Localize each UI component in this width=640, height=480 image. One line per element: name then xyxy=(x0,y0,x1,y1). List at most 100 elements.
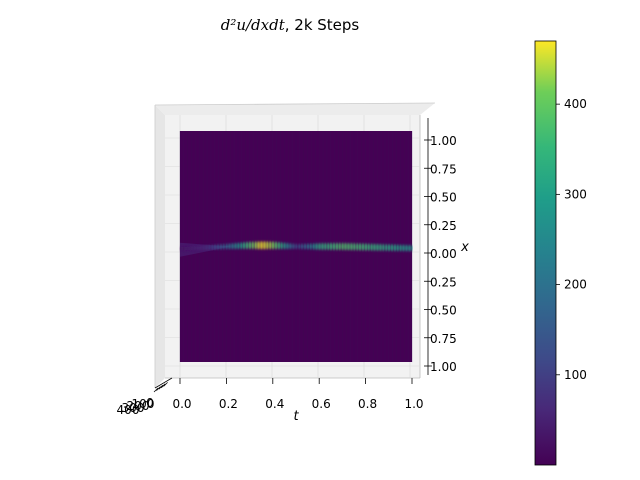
x-tick-label: 0.75 xyxy=(430,332,457,346)
x-axis: 1.00 0.75 0.50 0.25 0.00 0.25 0.50 0.75 1.00 xyxy=(424,118,457,375)
x-tick-label: 0.50 xyxy=(430,191,457,205)
ridge-segment xyxy=(380,244,384,251)
ridge-segment xyxy=(226,244,230,249)
ridge-segment xyxy=(342,243,346,250)
ridge-segment xyxy=(409,245,413,251)
ridge-segment xyxy=(336,243,341,250)
ridge-segment xyxy=(211,245,216,250)
z-tick xyxy=(153,387,159,393)
ridge-segment xyxy=(301,244,306,249)
colorbar-tick-label: 100 xyxy=(564,368,587,382)
ridge-segment xyxy=(325,243,329,250)
ridge-segment xyxy=(377,244,381,251)
ridge-segment xyxy=(275,242,280,249)
ridge-segment xyxy=(240,242,245,249)
colorbar: 100 200 300 400 xyxy=(534,40,587,466)
colorbar-tick-label: 200 xyxy=(564,278,587,292)
z-tick-label: 100 xyxy=(132,397,155,411)
x-tick-label: 0.50 xyxy=(430,304,457,318)
t-tick-label: 0.8 xyxy=(358,397,377,411)
ridge-segment xyxy=(264,241,268,249)
ridge-segment xyxy=(348,243,352,250)
ridge-segment xyxy=(316,243,320,250)
ridge-segment xyxy=(307,244,312,249)
ridge-segment xyxy=(220,244,225,249)
ridge-segment xyxy=(209,245,213,250)
z-tick xyxy=(163,382,168,387)
ridge-segment xyxy=(246,242,251,249)
ridge-segment xyxy=(229,243,233,249)
ridge-segment xyxy=(243,242,248,249)
chart-title: d²u/dxdt, 2k Steps xyxy=(0,16,580,34)
ridge-segment xyxy=(200,245,204,250)
t-axis-label: t xyxy=(293,409,299,424)
ridge-segment xyxy=(394,245,399,251)
ridge-segment xyxy=(351,243,355,250)
ridge-segment xyxy=(255,241,259,249)
ridge-segment xyxy=(298,244,303,249)
ridge-segment xyxy=(304,244,309,249)
chart-title-suffix: , 2k Steps xyxy=(284,16,360,34)
ridge-segment xyxy=(182,246,187,251)
x-tick-label: 0.25 xyxy=(430,275,457,289)
colorbar-tick-label: 400 xyxy=(564,97,587,111)
ridge-segment xyxy=(400,245,404,251)
ridge-segment xyxy=(235,243,239,249)
ridge-segment xyxy=(354,243,358,250)
ridge-segment xyxy=(374,244,378,251)
x-tick-label: 0.75 xyxy=(430,162,457,176)
ridge-segment xyxy=(345,243,349,250)
ridge-segment xyxy=(284,243,288,249)
t-tick-label: 0.0 xyxy=(172,397,191,411)
z-tick xyxy=(160,383,166,389)
ridge-segment xyxy=(339,243,343,250)
ridge-segment xyxy=(327,243,332,250)
ridge-segment xyxy=(313,243,317,250)
z-tick xyxy=(156,386,161,391)
ridge-segment xyxy=(188,246,193,250)
ridge-segment xyxy=(362,244,367,251)
ridge-segment xyxy=(281,243,285,249)
ridge-segment xyxy=(296,244,300,249)
t-tick-label: 0.4 xyxy=(265,397,284,411)
colorbar-gradient xyxy=(534,40,557,466)
z-axis-line xyxy=(154,377,173,389)
ridge-segment xyxy=(333,243,338,250)
z-tick-label: 300 xyxy=(122,401,145,415)
ridge xyxy=(180,241,413,257)
z-tick-label: 200 xyxy=(127,399,150,413)
ridge-segment xyxy=(252,242,256,249)
ridge-segment xyxy=(185,246,190,251)
ridge-segment xyxy=(371,244,375,251)
ridge-segment xyxy=(359,243,364,251)
ridge-segment xyxy=(368,244,372,251)
ridge-segment xyxy=(319,243,323,250)
pane-left xyxy=(155,105,165,388)
ridge-segment xyxy=(191,246,196,250)
ridge-segment xyxy=(310,243,314,250)
z-tick-label: 0 xyxy=(146,396,154,410)
ridge-segment xyxy=(194,246,198,250)
z-tick-label: 400 xyxy=(117,403,140,417)
ridge-segment xyxy=(293,244,297,249)
ridge-segment xyxy=(272,242,277,249)
ridge-segment xyxy=(217,244,222,249)
surface xyxy=(179,131,413,362)
t-tick-label: 1.0 xyxy=(404,397,423,411)
ridge-segment xyxy=(238,243,242,249)
ridge-segment xyxy=(269,242,274,249)
ridge-segment xyxy=(197,246,201,250)
t-tick-label: 0.6 xyxy=(312,397,331,411)
pane-top xyxy=(155,103,435,115)
ridge-segment xyxy=(180,247,184,251)
t-axis: 0.0 0.2 0.4 0.6 0.8 1.0 xyxy=(172,378,424,411)
ridge-segment xyxy=(403,245,407,251)
ridge-segment xyxy=(365,244,370,251)
t-tick-label: 0.2 xyxy=(219,397,238,411)
ridge-segment xyxy=(322,243,326,250)
ridge-segment xyxy=(214,244,219,250)
x-tick-label: 1.00 xyxy=(430,360,457,374)
ridge-segment xyxy=(203,245,207,250)
